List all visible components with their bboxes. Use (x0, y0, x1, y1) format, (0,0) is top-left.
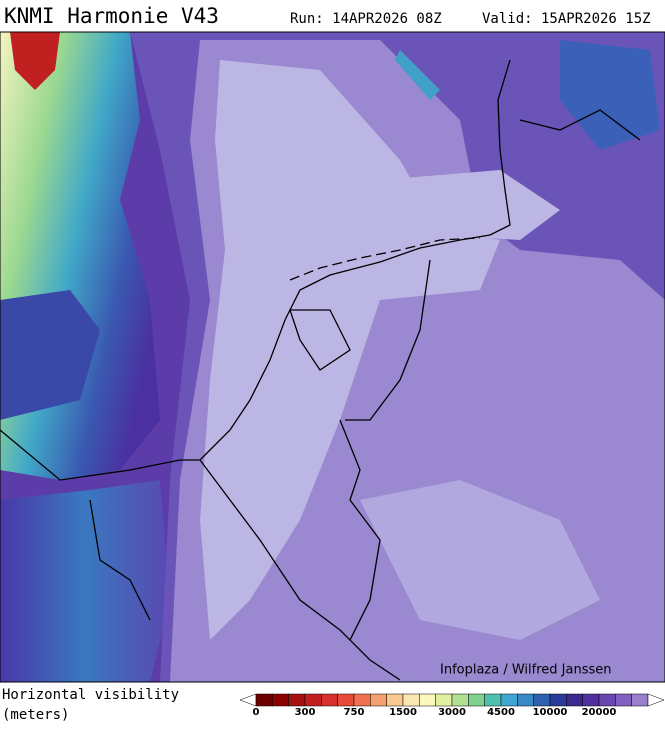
colorbar-segment (272, 693, 289, 707)
map: Infoplaza / Wilfred Janssen (0, 32, 665, 682)
colorbar-segment (435, 693, 453, 707)
legend-label: (meters) (2, 707, 69, 723)
colorbar-segment (337, 693, 355, 707)
colorbar-tick-label: 4500 (487, 707, 515, 718)
colorbar-segment (549, 693, 567, 707)
colorbar-tick-label: 300 (295, 707, 316, 718)
colorbar-segment (370, 693, 387, 707)
colorbar-segment (582, 693, 600, 707)
colorbar-segment (304, 693, 322, 707)
valid-time: Valid: 15APR2026 15Z (482, 11, 651, 27)
colorbar-segment (484, 693, 502, 707)
colorbar (239, 693, 665, 707)
colorbar-ticks: 0 300 750 1500 3000 4500 10000 20000 (253, 707, 617, 718)
colorbar-segment (566, 693, 583, 707)
colorbar-segment (631, 693, 649, 707)
title: KNMI Harmonie V43 (4, 4, 219, 28)
colorbar-tick-label: 10000 (533, 707, 568, 718)
colorbar-segment (419, 693, 436, 707)
colorbar-segment (615, 693, 632, 707)
colorbar-segment (598, 693, 616, 707)
colorbar-tick-label: 20000 (582, 707, 617, 718)
colorbar-end (647, 693, 665, 707)
colorbar-segment (386, 693, 404, 707)
colorbar-segment (533, 693, 551, 707)
colorbar-segment (468, 693, 485, 707)
run-time: Run: 14APR2026 08Z (290, 11, 442, 27)
colorbar-segment (288, 693, 306, 707)
colorbar-segment (353, 693, 371, 707)
colorbar-end (239, 693, 257, 707)
credit: Infoplaza / Wilfred Janssen (440, 663, 612, 678)
colorbar-tick-label: 1500 (389, 707, 417, 718)
colorbar-segment (451, 693, 469, 707)
legend-label: Horizontal visibility (2, 687, 179, 703)
colorbar-tick-label: 750 (344, 707, 365, 718)
colorbar-segment (402, 693, 420, 707)
colorbar-tick-label: 3000 (438, 707, 466, 718)
colorbar-segment (500, 693, 518, 707)
colorbar-tick-label: 0 (253, 707, 260, 718)
colorbar-segment (255, 693, 273, 707)
colorbar-segment (321, 693, 338, 707)
colorbar-segment (517, 693, 534, 707)
